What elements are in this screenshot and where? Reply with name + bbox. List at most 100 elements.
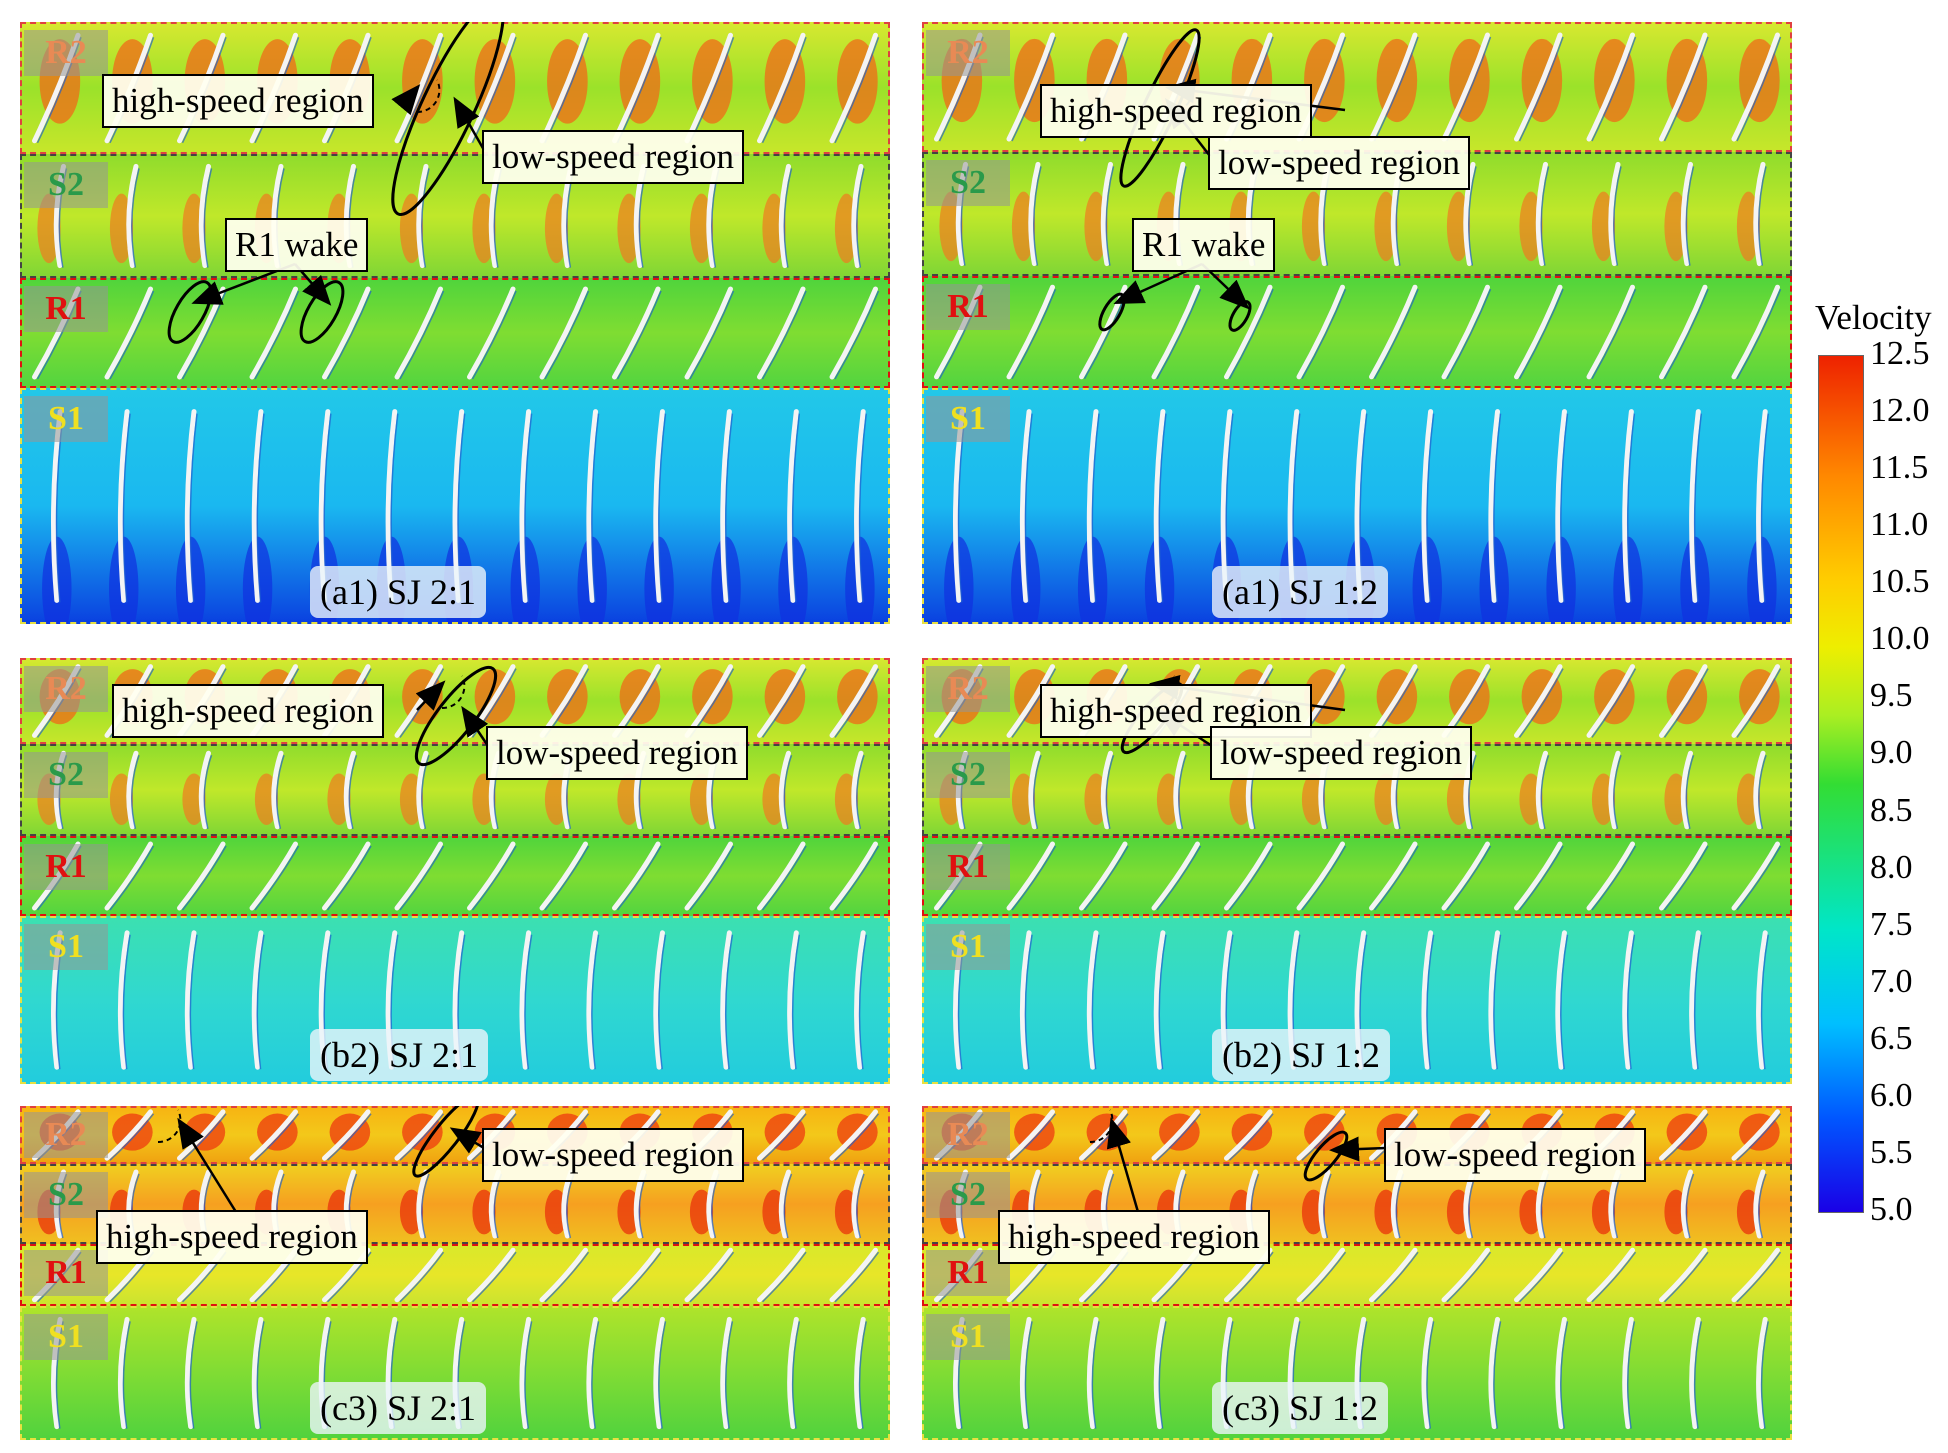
blade: [249, 841, 298, 911]
blade: [184, 1316, 197, 1430]
panel-caption: (a1) SJ 2:1: [310, 566, 486, 618]
blade-shadow: [544, 1251, 590, 1303]
blade-shadow: [544, 290, 590, 380]
blade: [684, 1247, 733, 1303]
blade: [271, 750, 284, 830]
zone-label-s2: S2: [926, 160, 1010, 206]
callout-high-speed-region: high-speed region: [102, 74, 374, 128]
callout-r1-wake: R1 wake: [1132, 218, 1276, 272]
blade: [104, 286, 153, 380]
blade: [612, 1247, 661, 1303]
blade: [1659, 841, 1708, 911]
blade-shadow: [1685, 166, 1695, 266]
blade: [778, 163, 791, 269]
blade-shadow: [1301, 288, 1347, 380]
zone-label-s2: S2: [926, 1172, 1010, 1218]
blade: [1680, 161, 1693, 267]
blade-shadow: [834, 1113, 880, 1161]
blade-shadow: [1760, 413, 1769, 603]
panel-caption: (b2) SJ 2:1: [310, 1029, 489, 1081]
blade-shadow: [1158, 1321, 1167, 1429]
blade: [1441, 841, 1490, 911]
blade: [684, 32, 733, 144]
blade: [1689, 1316, 1701, 1430]
blade: [1151, 841, 1200, 911]
blade: [684, 841, 733, 911]
band-r1: [922, 836, 1792, 916]
blade: [322, 1109, 371, 1161]
zone-label-r1: R1: [926, 284, 1010, 330]
blade-shadow: [724, 413, 734, 603]
blade-shadow: [399, 845, 445, 911]
blade: [198, 163, 211, 269]
blade-shadow: [1736, 1113, 1782, 1161]
colorbar-tick-label: 7.0: [1870, 962, 1913, 1000]
blade: [1514, 1247, 1563, 1303]
blade-shadow: [326, 845, 372, 911]
callout-high-speed-region: high-speed region: [96, 1210, 368, 1264]
blade-shadow: [1156, 845, 1202, 911]
blade-shadow: [761, 845, 807, 911]
blade: [1659, 284, 1708, 380]
blade-shadow: [591, 1321, 600, 1429]
blade-shadow: [1685, 1173, 1695, 1239]
panel-caption: (c3) SJ 1:2: [1212, 1382, 1388, 1434]
blade-shadow: [1446, 288, 1492, 380]
blade: [1535, 161, 1548, 267]
blade-shadow: [1105, 166, 1115, 266]
blade-shadow: [858, 934, 867, 1070]
blade-shadow: [783, 754, 793, 829]
blade-shadow: [524, 1321, 533, 1429]
blade-shadow: [658, 934, 667, 1070]
blade-shadow: [834, 1251, 880, 1303]
blade-shadow: [1613, 754, 1622, 829]
colorbar-tick-label: 5.0: [1870, 1191, 1913, 1228]
blade: [117, 1316, 130, 1430]
blade: [653, 930, 665, 1070]
callout-low-speed-region: low-speed region: [1210, 726, 1473, 780]
blade-shadow: [1626, 934, 1636, 1070]
blade-shadow: [1373, 36, 1419, 142]
blade: [851, 1169, 864, 1239]
blade-shadow: [122, 413, 131, 603]
blade-shadow: [1493, 413, 1502, 603]
blade: [1100, 750, 1113, 830]
blade: [1680, 1169, 1693, 1239]
blade: [1753, 1169, 1766, 1239]
blade: [1659, 1247, 1708, 1303]
blade-shadow: [1011, 1113, 1057, 1161]
panel-c3-sj21: R2 S2 R1 S1 high-speed region low-speed regio…: [20, 1106, 890, 1440]
blade: [757, 841, 806, 911]
colorbar-tick-label: 6.5: [1870, 1019, 1913, 1057]
blade: [1296, 841, 1345, 911]
blade-shadow: [761, 1113, 807, 1161]
blade-shadow: [471, 1251, 517, 1303]
blade-shadow: [834, 36, 880, 144]
blade-shadow: [761, 668, 807, 738]
blade-shadow: [421, 1173, 430, 1239]
zone-label-r1: R1: [24, 286, 108, 332]
blade: [1441, 1247, 1490, 1303]
blade: [467, 1247, 516, 1303]
colorbar-tick-label: 10.5: [1870, 563, 1930, 601]
blade-shadow: [1373, 1251, 1419, 1303]
blade-shadow: [399, 290, 445, 380]
blade: [251, 409, 264, 603]
blade-shadow: [276, 754, 285, 829]
blade-shadow: [834, 845, 880, 911]
zone-label-r1: R1: [24, 844, 108, 890]
colorbar-tick-label: 12.5: [1870, 335, 1930, 372]
zone-label-s2: S2: [926, 752, 1010, 798]
blade: [322, 841, 371, 911]
blade: [1006, 1109, 1055, 1161]
blade: [1731, 664, 1780, 738]
blade: [1019, 930, 1032, 1070]
blade: [653, 1316, 665, 1430]
zone-label-s1: S1: [926, 396, 1010, 442]
blade-shadow: [1693, 1321, 1703, 1429]
panel-caption: (b2) SJ 1:2: [1212, 1029, 1391, 1081]
blade-shadow: [1591, 288, 1637, 380]
blade: [1608, 161, 1621, 267]
colorbar-tick-label: 7.5: [1870, 905, 1913, 943]
blade: [787, 409, 799, 603]
